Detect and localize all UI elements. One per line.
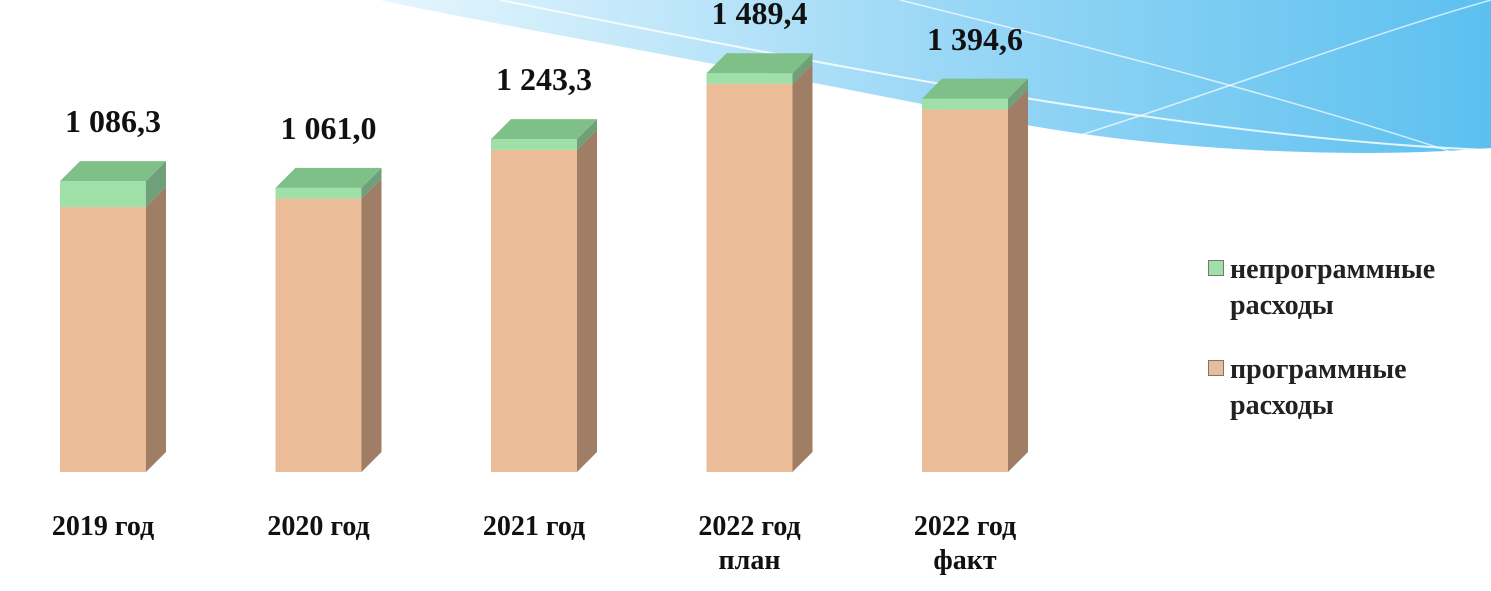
bar-side-program-0 (146, 186, 166, 472)
legend-swatch-nonprogram (1208, 260, 1224, 276)
bar-program-3 (706, 83, 793, 472)
total-label-4: 1 394,6 (927, 20, 1023, 57)
bar-program-4 (922, 109, 1008, 472)
x-label-3: 2022 год план (698, 511, 801, 576)
bar-side-nonprogram-4 (1008, 78, 1028, 110)
bars-group (60, 53, 1028, 473)
bar-program-0 (60, 206, 146, 472)
bar-top-1 (275, 167, 382, 188)
bar-side-nonprogram-3 (792, 53, 813, 84)
bar-nonprogram-0 (60, 181, 146, 207)
bar-side-nonprogram-0 (146, 161, 166, 207)
x-label-4: 2022 год факт (913, 511, 1017, 576)
legend-item-nonprogram: непрограммные расходы (1208, 252, 1488, 324)
bar-side-program-1 (361, 178, 382, 472)
total-label-0: 1 086,3 (65, 103, 161, 140)
bar-top-4 (922, 78, 1028, 99)
bar-program-1 (275, 198, 362, 472)
bar-side-program-2 (577, 129, 597, 473)
bar-side-nonprogram-2 (577, 119, 597, 150)
bar-top-0 (60, 161, 166, 182)
total-label-1: 1 061,0 (280, 109, 377, 146)
bar-top-3 (706, 53, 813, 74)
bar-top-2 (491, 119, 597, 140)
x-label-2: 2021 год (482, 511, 586, 542)
legend-label-nonprogram: непрограммные расходы (1230, 254, 1436, 321)
total-label-3: 1 489,4 (711, 0, 808, 32)
bar-nonprogram-4 (922, 98, 1008, 110)
bar-side-nonprogram-1 (361, 167, 382, 199)
legend-item-program: программные расходы (1208, 352, 1488, 424)
x-label-0: 2019 год (51, 511, 155, 542)
x-label-1: 2020 год (267, 511, 370, 542)
total-label-2: 1 243,3 (496, 61, 592, 98)
bar-nonprogram-3 (706, 73, 793, 84)
legend-swatch-program (1208, 360, 1224, 376)
legend-label-program: программные расходы (1230, 354, 1407, 421)
bar-nonprogram-1 (275, 187, 362, 199)
bar-nonprogram-2 (491, 139, 577, 150)
bar-side-program-4 (1008, 89, 1028, 472)
bar-program-2 (491, 149, 577, 473)
bar-side-program-3 (792, 63, 813, 472)
legend: непрограммные расходы программные расход… (1208, 252, 1488, 452)
